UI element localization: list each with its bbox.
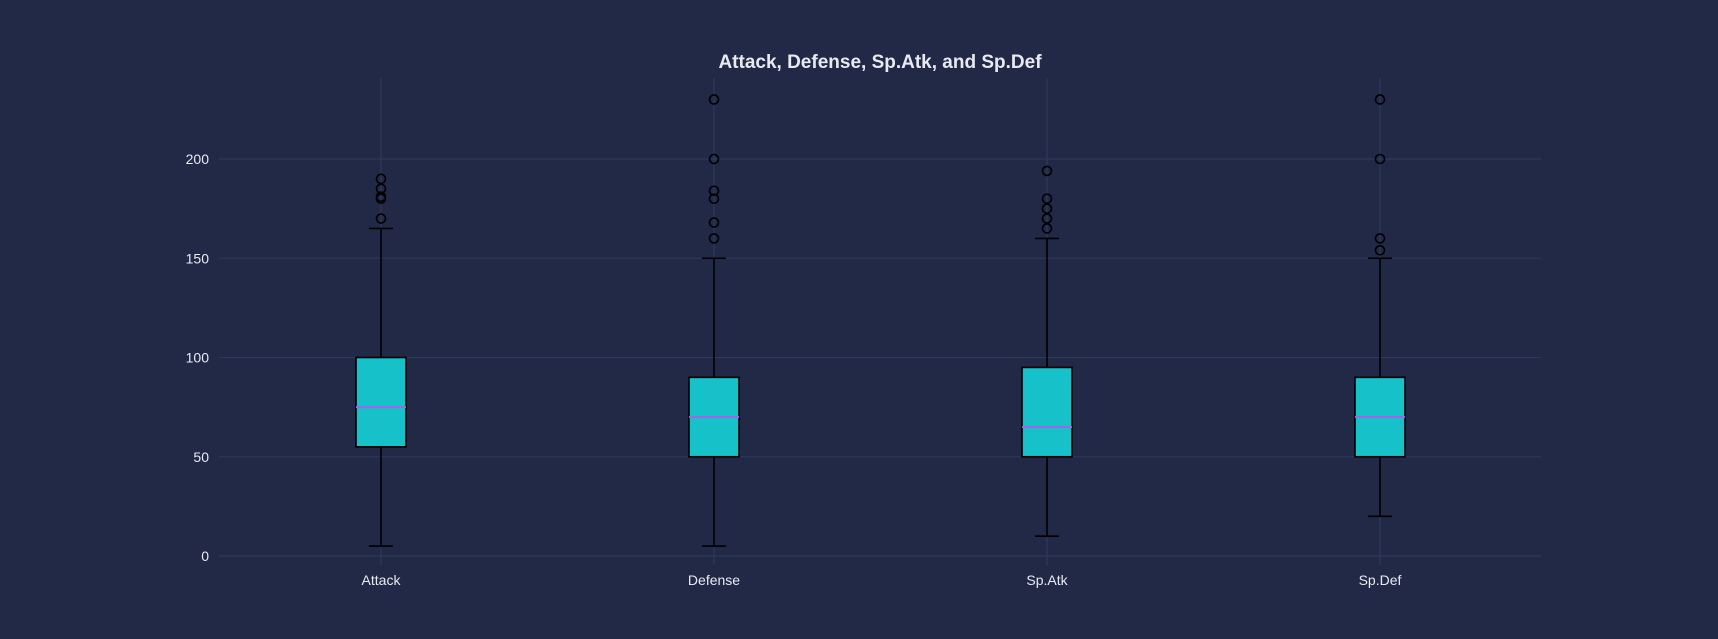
box-series xyxy=(355,94,1406,547)
y-tick-label: 0 xyxy=(201,548,209,564)
x-axis-ticks: Attack Defense Sp.Atk Sp.Def xyxy=(362,572,1402,588)
outlier-point xyxy=(375,183,387,195)
outlier-point xyxy=(1374,233,1386,244)
grid xyxy=(219,78,1541,565)
outlier-point xyxy=(1374,94,1386,105)
y-axis-ticks: 0 50 100 150 200 xyxy=(186,151,210,564)
box-attack xyxy=(355,173,407,547)
box-sp-atk xyxy=(1021,165,1073,537)
outlier-point xyxy=(708,193,720,204)
outlier-point xyxy=(708,94,720,105)
x-tick-label: Sp.Atk xyxy=(1026,572,1068,588)
outlier-point xyxy=(375,213,387,224)
outlier-point xyxy=(1041,203,1053,214)
chart-title: Attack, Defense, Sp.Atk, and Sp.Def xyxy=(718,52,1042,73)
x-tick-label: Defense xyxy=(688,572,740,588)
outlier-point xyxy=(1041,193,1053,204)
outlier-point xyxy=(1041,213,1053,224)
outlier-point xyxy=(375,191,387,203)
outlier-point xyxy=(375,173,387,185)
outlier-point xyxy=(1041,165,1053,177)
outlier-point xyxy=(708,233,720,244)
outlier-point xyxy=(1374,245,1386,256)
outlier-point xyxy=(1041,223,1053,234)
x-tick-label: Attack xyxy=(362,572,402,588)
box-defense xyxy=(688,94,740,547)
y-tick-label: 100 xyxy=(186,350,210,366)
outlier-point xyxy=(708,217,720,228)
iqr-box xyxy=(355,356,407,448)
x-tick-label: Sp.Def xyxy=(1359,572,1402,588)
y-tick-label: 150 xyxy=(186,250,210,266)
outlier-point xyxy=(708,153,720,165)
y-tick-label: 50 xyxy=(193,449,209,465)
box-sp-def xyxy=(1354,94,1406,518)
iqr-box xyxy=(1021,366,1073,458)
outlier-point xyxy=(1374,153,1386,165)
y-tick-label: 200 xyxy=(186,151,210,167)
outlier-point xyxy=(708,185,720,197)
